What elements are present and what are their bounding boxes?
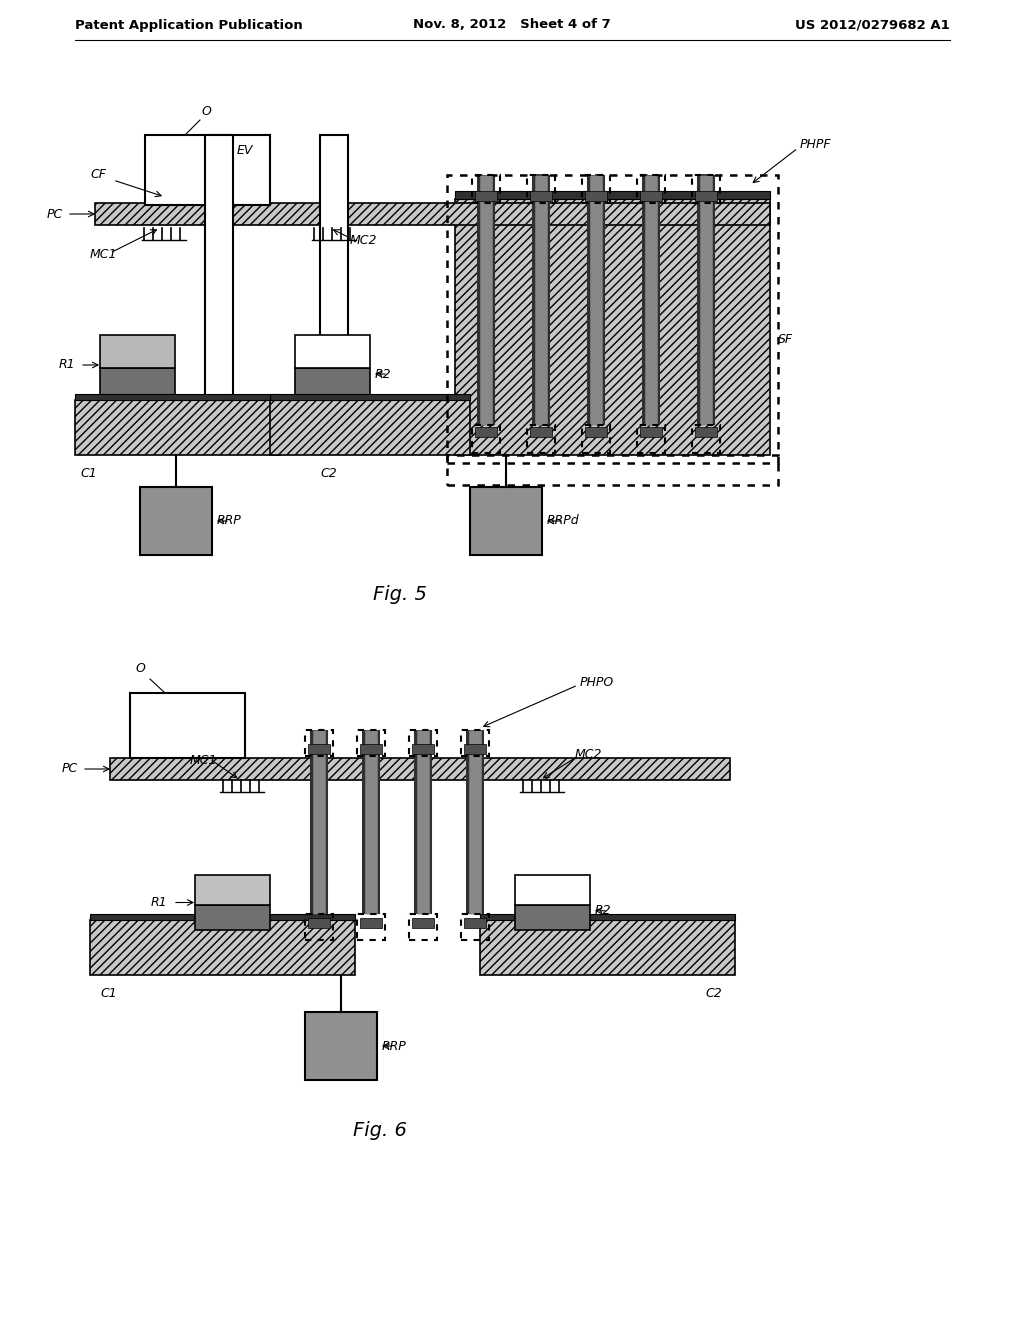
Bar [515,875,590,906]
Text: O: O [135,663,144,675]
Bar [110,758,730,780]
Bar [582,176,610,203]
Bar [480,920,735,975]
Bar [695,426,717,437]
Bar [530,426,552,437]
Bar [480,913,735,920]
Text: PHPO: PHPO [580,676,614,689]
Text: CF: CF [90,169,106,181]
Bar [409,730,437,756]
Bar [695,191,717,201]
Bar [305,730,333,756]
Text: C1: C1 [100,987,117,1001]
Text: EV: EV [237,144,253,157]
Bar [140,487,212,554]
Bar [100,335,175,368]
Text: RRP: RRP [382,1040,407,1052]
Bar [412,744,434,754]
Bar [360,917,382,928]
Text: C2: C2 [705,987,722,1001]
Bar [130,693,245,758]
Bar [527,425,555,453]
Bar [470,487,542,554]
Bar [692,176,720,203]
Text: PC: PC [61,763,78,776]
Text: R1: R1 [58,359,75,371]
Bar [75,400,280,455]
Bar [464,744,486,754]
Bar [205,135,233,400]
Bar [447,176,778,463]
Bar [585,191,607,201]
Bar [640,191,662,201]
Bar [95,203,770,224]
Bar [475,426,497,437]
Text: MC1: MC1 [190,754,217,767]
Bar [90,913,355,920]
Bar [308,744,330,754]
Text: Nov. 8, 2012   Sheet 4 of 7: Nov. 8, 2012 Sheet 4 of 7 [413,18,611,32]
Bar [295,335,370,368]
Bar [357,913,385,940]
Text: PHPF: PHPF [800,139,831,152]
Text: US 2012/0279682 A1: US 2012/0279682 A1 [796,18,950,32]
Text: R2: R2 [375,367,391,380]
Bar [409,913,437,940]
Bar [582,425,610,453]
Bar [308,917,330,928]
Text: Fig. 6: Fig. 6 [353,1121,407,1139]
Text: O: O [202,106,212,117]
Bar [270,393,470,400]
Text: C2: C2 [319,467,337,480]
Text: C1: C1 [80,467,96,480]
Bar [360,744,382,754]
Bar [145,135,270,205]
Bar [75,393,280,400]
Bar [305,913,333,940]
Bar [195,875,270,906]
Bar [515,906,590,931]
Bar [530,191,552,201]
Text: MC2: MC2 [575,748,602,762]
Bar [455,199,770,455]
Bar [472,425,500,453]
Bar [637,176,665,203]
Text: R2: R2 [595,904,611,917]
Text: MC2: MC2 [350,234,378,247]
Bar [472,176,500,203]
Bar [461,913,489,940]
Bar [637,425,665,453]
Bar [640,426,662,437]
Bar [305,1012,377,1080]
Bar [527,176,555,203]
Bar [692,425,720,453]
Bar [100,368,175,395]
Bar [270,400,470,455]
Bar [319,135,348,400]
Text: MC1: MC1 [90,248,118,261]
Text: SF: SF [778,333,794,346]
Bar [90,920,355,975]
Bar [461,730,489,756]
Bar [357,730,385,756]
Bar [464,917,486,928]
Bar [295,368,370,395]
Bar [412,917,434,928]
Bar [455,191,770,199]
Text: R1: R1 [151,896,167,909]
Text: Patent Application Publication: Patent Application Publication [75,18,303,32]
Text: RRP: RRP [217,515,242,528]
Text: PC: PC [47,207,63,220]
Bar [447,455,778,484]
Bar [195,906,270,931]
Bar [475,191,497,201]
Text: Fig. 5: Fig. 5 [373,586,427,605]
Text: RRPd: RRPd [547,515,580,528]
Bar [585,426,607,437]
